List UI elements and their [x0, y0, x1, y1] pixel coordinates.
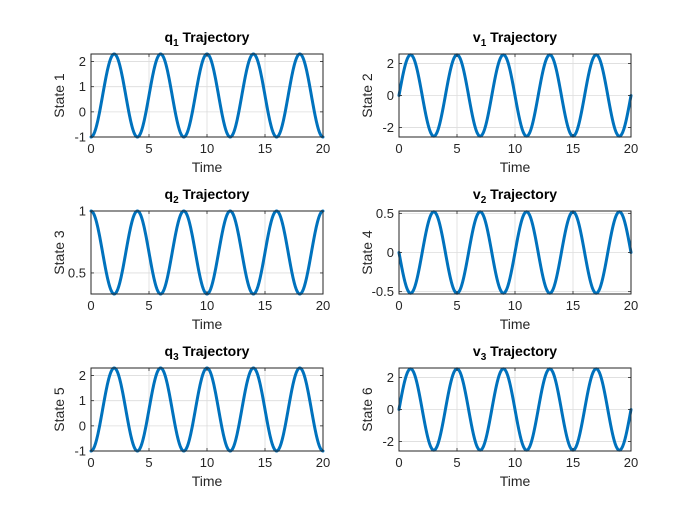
- y-tick-label: 0: [387, 88, 394, 103]
- y-tick-label: -1: [74, 130, 86, 145]
- x-tick-label: 15: [258, 455, 272, 470]
- x-tick-label: 10: [508, 455, 522, 470]
- x-tick-label: 20: [624, 298, 638, 313]
- plot-title-subscript: 3: [173, 352, 179, 363]
- x-tick-label: 10: [508, 141, 522, 156]
- y-tick-label: 1: [79, 204, 86, 219]
- x-tick-label: 10: [200, 298, 214, 313]
- x-tick-label: 5: [145, 298, 152, 313]
- plot-title-rest: Trajectory: [486, 343, 557, 359]
- y-axis-label: State 4: [359, 230, 375, 275]
- x-tick-label: 15: [258, 298, 272, 313]
- x-tick-label: 15: [566, 141, 580, 156]
- plot-title: v2 Trajectory: [473, 186, 557, 206]
- y-tick-label: 0.5: [68, 265, 86, 280]
- plot-title-base: q: [165, 29, 174, 45]
- plot-title-subscript: 2: [481, 195, 487, 206]
- x-tick-label: 5: [145, 141, 152, 156]
- y-tick-label: 0: [79, 104, 86, 119]
- plot-title-base: q: [165, 186, 174, 202]
- x-axis-label: Time: [500, 316, 531, 332]
- y-tick-label: -2: [382, 434, 394, 449]
- plot-title-rest: Trajectory: [179, 186, 250, 202]
- plot-title-rest: Trajectory: [179, 29, 250, 45]
- y-tick-label: 0: [79, 418, 86, 433]
- x-tick-label: 0: [87, 455, 94, 470]
- y-tick-label: -1: [74, 444, 86, 459]
- x-axis-label: Time: [500, 473, 531, 489]
- y-axis-label: State 6: [359, 387, 375, 432]
- x-axis-label: Time: [192, 159, 223, 175]
- x-tick-label: 15: [258, 141, 272, 156]
- plot-title-base: q: [165, 343, 174, 359]
- plot-title-base: v: [473, 186, 481, 202]
- x-tick-label: 10: [200, 141, 214, 156]
- x-axis-label: Time: [192, 316, 223, 332]
- series-line: [397, 210, 633, 295]
- x-tick-label: 20: [316, 141, 330, 156]
- plot-title-subscript: 1: [481, 38, 487, 49]
- x-tick-label: 5: [453, 298, 460, 313]
- x-tick-label: 5: [145, 455, 152, 470]
- y-tick-label: 2: [387, 370, 394, 385]
- y-tick-label: 0: [387, 245, 394, 260]
- x-tick-label: 0: [87, 141, 94, 156]
- plot-title-rest: Trajectory: [486, 29, 557, 45]
- x-axis-label: Time: [192, 473, 223, 489]
- y-tick-label: 1: [79, 393, 86, 408]
- y-tick-label: 2: [79, 368, 86, 383]
- x-tick-label: 15: [566, 298, 580, 313]
- plot-title-base: v: [473, 29, 481, 45]
- plot-title: v3 Trajectory: [473, 343, 557, 363]
- x-tick-label: 0: [87, 298, 94, 313]
- y-axis-label: State 2: [359, 73, 375, 118]
- x-tick-label: 20: [316, 455, 330, 470]
- x-tick-label: 5: [453, 141, 460, 156]
- x-tick-label: 0: [395, 141, 402, 156]
- x-tick-label: 20: [316, 298, 330, 313]
- x-tick-label: 0: [395, 298, 402, 313]
- y-tick-label: 2: [387, 56, 394, 71]
- y-tick-label: 0.5: [376, 206, 394, 221]
- x-tick-label: 0: [395, 455, 402, 470]
- series-line: [397, 53, 633, 138]
- plot-title-rest: Trajectory: [179, 343, 250, 359]
- plot-title: v1 Trajectory: [473, 29, 557, 49]
- plot-title-subscript: 2: [173, 195, 179, 206]
- y-tick-label: -2: [382, 120, 394, 135]
- x-tick-label: 15: [566, 455, 580, 470]
- y-axis-label: State 3: [51, 230, 67, 275]
- series-line: [397, 367, 633, 452]
- x-tick-label: 20: [624, 141, 638, 156]
- plot-title-base: v: [473, 343, 481, 359]
- plot-title: q3 Trajectory: [165, 343, 250, 363]
- x-tick-label: 10: [200, 455, 214, 470]
- plot-title-subscript: 3: [481, 352, 487, 363]
- plot-title-rest: Trajectory: [486, 186, 557, 202]
- plot-title: q1 Trajectory: [165, 29, 250, 49]
- x-tick-label: 5: [453, 455, 460, 470]
- plot-title-subscript: 1: [173, 38, 179, 49]
- y-tick-label: 2: [79, 54, 86, 69]
- y-tick-label: 0: [387, 402, 394, 417]
- x-tick-label: 10: [508, 298, 522, 313]
- plot-title: q2 Trajectory: [165, 186, 250, 206]
- y-tick-label: 1: [79, 79, 86, 94]
- x-tick-label: 20: [624, 455, 638, 470]
- y-axis-label: State 5: [51, 387, 67, 432]
- subplot-3: 0 5 10 15 20 0.5 1 Time State 3 q2 Trajectory: [51, 186, 330, 332]
- y-axis-label: State 1: [51, 73, 67, 118]
- y-tick-label: -0.5: [372, 284, 394, 299]
- x-axis-label: Time: [500, 159, 531, 175]
